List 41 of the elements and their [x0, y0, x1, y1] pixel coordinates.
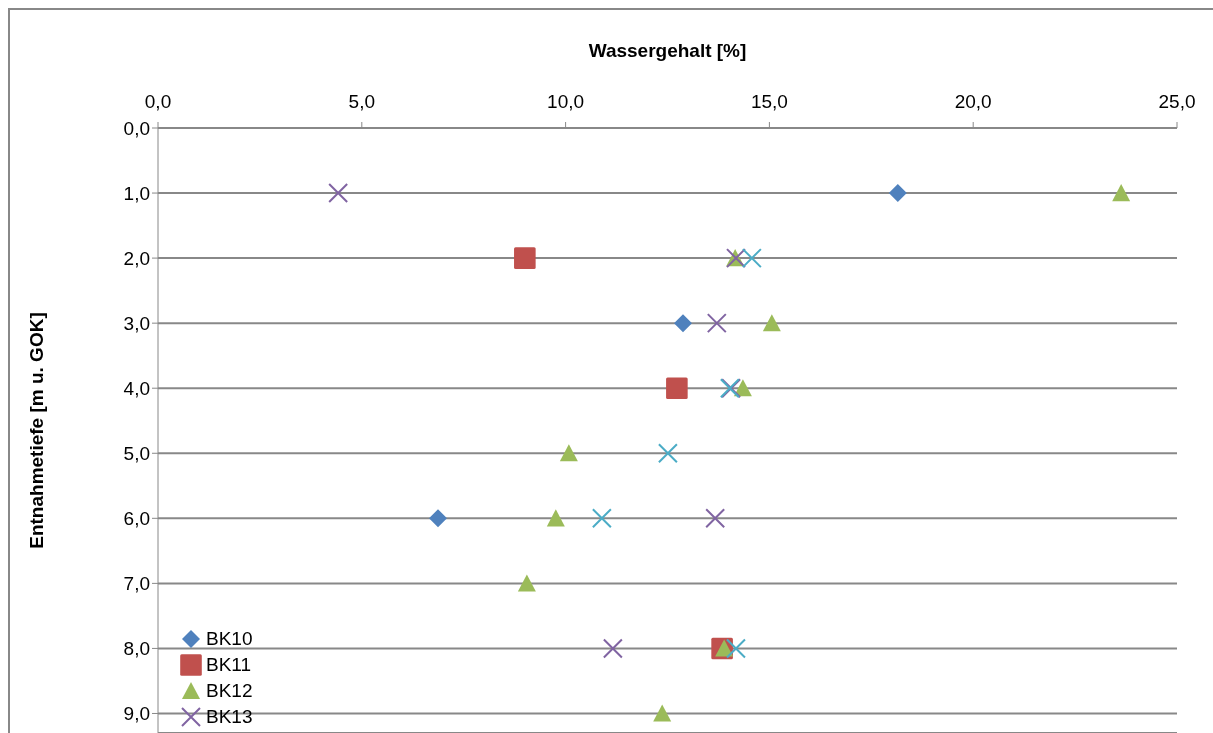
y-tick-label: 4,0	[123, 377, 150, 399]
point	[741, 248, 762, 269]
x-axis-title: Wassergehalt [%]	[588, 40, 747, 62]
point	[657, 443, 678, 464]
point	[591, 508, 612, 529]
legend-label: BK12	[206, 680, 253, 702]
x-tick-label: 0,0	[144, 91, 172, 112]
x-tick-label: 20,0	[954, 91, 992, 112]
point	[666, 377, 688, 400]
x-tick-label: 25,0	[1158, 91, 1196, 112]
y-axis-title: Entnahmetiefe [m u. GOK]	[25, 312, 47, 549]
point	[328, 183, 349, 204]
point	[602, 638, 623, 659]
x-tick-label: 15,0	[750, 91, 788, 112]
y-tick-label: 8,0	[123, 638, 150, 660]
point	[429, 509, 448, 528]
x-tick-label: 10,0	[547, 91, 585, 112]
y-tick-label: 7,0	[123, 573, 150, 595]
point	[559, 444, 578, 462]
y-tick-label: 3,0	[123, 312, 150, 334]
point	[517, 574, 536, 592]
point	[725, 638, 746, 659]
point	[705, 508, 726, 529]
legend-label: BK10	[206, 628, 253, 650]
y-tick-label: 0,0	[123, 117, 150, 139]
y-tick-label: 5,0	[123, 443, 150, 465]
y-tick-label: 2,0	[123, 247, 150, 269]
point	[546, 509, 565, 527]
y-tick-label: 6,0	[123, 508, 150, 530]
point	[1112, 184, 1131, 202]
point	[762, 314, 781, 332]
x-tick-label: 5,0	[348, 91, 376, 112]
y-tick-label: 1,0	[123, 182, 150, 204]
point	[514, 247, 536, 269]
point	[673, 314, 692, 333]
y-tick-label: 9,0	[123, 703, 150, 725]
legend-label: BK11	[206, 654, 252, 676]
point	[653, 704, 672, 722]
legend-label: BK13	[206, 706, 253, 728]
point	[888, 184, 907, 203]
point	[706, 313, 727, 334]
